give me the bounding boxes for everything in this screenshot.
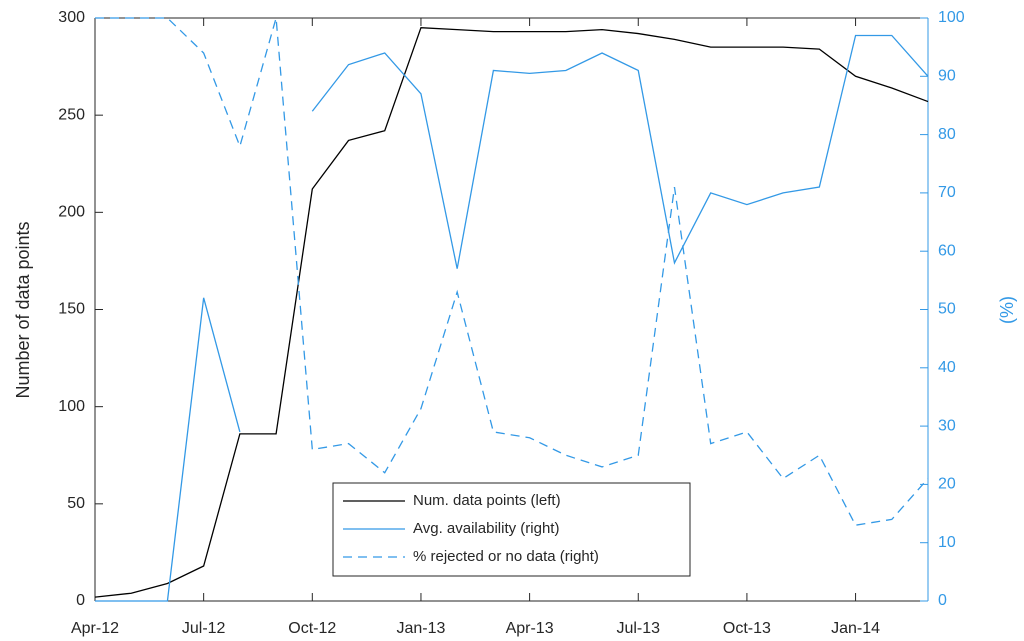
- y2-tick-label: 80: [938, 126, 956, 143]
- x-tick-label: Jan-13: [396, 620, 445, 637]
- x-tick-label: Jul-12: [182, 620, 226, 637]
- legend-label: % rejected or no data (right): [413, 548, 599, 565]
- data-line: [95, 34, 929, 602]
- y-tick-label: 300: [58, 9, 85, 26]
- x-tick-label: Apr-12: [71, 620, 119, 637]
- x-tick-label: Apr-13: [506, 620, 554, 637]
- x-tick-label: Jul-13: [616, 620, 660, 637]
- y2-tick-label: 90: [938, 68, 956, 85]
- y-tick-label: 50: [67, 495, 85, 512]
- legend-label: Avg. availability (right): [413, 520, 559, 537]
- legend-box: [332, 482, 691, 577]
- x-tick-label: Oct-12: [288, 620, 336, 637]
- y2-tick-label: 20: [938, 476, 956, 493]
- y2-axis-label: (%): [997, 296, 1017, 324]
- y-tick-label: 100: [58, 398, 85, 415]
- y2-tick-label: 70: [938, 184, 956, 201]
- y2-tick-label: 60: [938, 242, 956, 259]
- x-tick-label: Oct-13: [723, 620, 771, 637]
- y2-tick-label: 50: [938, 301, 956, 318]
- y2-tick-label: 100: [938, 9, 965, 26]
- y2-tick-label: 10: [938, 534, 956, 551]
- x-tick-label: Jan-14: [831, 620, 880, 637]
- y-tick-label: 150: [58, 301, 85, 318]
- y-tick-label: 0: [76, 592, 85, 609]
- y2-tick-label: 0: [938, 592, 947, 609]
- data-line: [94, 27, 929, 598]
- y2-tick-label: 30: [938, 417, 956, 434]
- y-tick-label: 250: [58, 106, 85, 123]
- y-tick-label: 200: [58, 204, 85, 221]
- data-line: [95, 17, 929, 526]
- legend-label: Num. data points (left): [413, 492, 561, 509]
- y-axis-label: Number of data points: [13, 221, 33, 398]
- y2-tick-label: 40: [938, 359, 956, 376]
